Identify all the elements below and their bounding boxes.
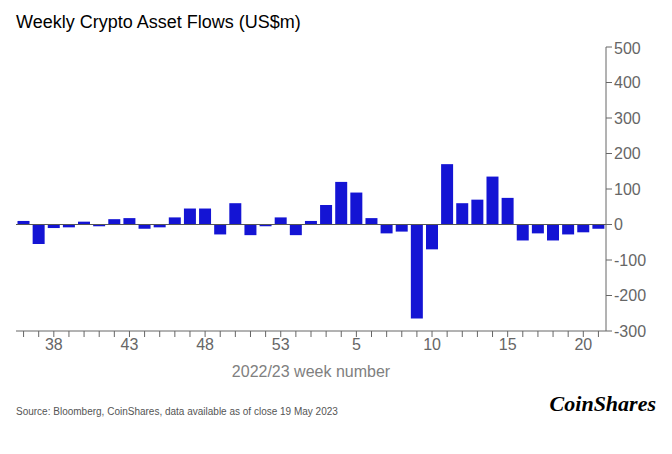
svg-text:300: 300 xyxy=(614,110,641,127)
svg-text:20: 20 xyxy=(574,336,592,353)
svg-text:5: 5 xyxy=(352,336,361,353)
html-text:Weekly Crypto Asset Flows (US$: Weekly Crypto Asset Flows (US$m) xyxy=(16,12,301,32)
svg-text:10: 10 xyxy=(423,336,441,353)
svg-text:0: 0 xyxy=(614,216,623,233)
svg-text:43: 43 xyxy=(121,336,139,353)
svg-text:500: 500 xyxy=(614,40,641,57)
svg-text:-300: -300 xyxy=(614,323,646,340)
svg-text:200: 200 xyxy=(614,145,641,162)
svg-text:-200: -200 xyxy=(614,287,646,304)
svg-text:2022/23 week number: 2022/23 week number xyxy=(232,363,391,380)
svg-text:100: 100 xyxy=(614,181,641,198)
html-text:CoinShares: CoinShares xyxy=(549,391,656,416)
svg-text:15: 15 xyxy=(499,336,517,353)
svg-text:400: 400 xyxy=(614,74,641,91)
svg-text:38: 38 xyxy=(45,336,63,353)
svg-text:48: 48 xyxy=(196,336,214,353)
svg-text:53: 53 xyxy=(272,336,290,353)
svg-text:-100: -100 xyxy=(614,252,646,269)
html-text:Source: Bloomberg, CoinShares,: Source: Bloomberg, CoinShares, data avai… xyxy=(16,406,338,417)
